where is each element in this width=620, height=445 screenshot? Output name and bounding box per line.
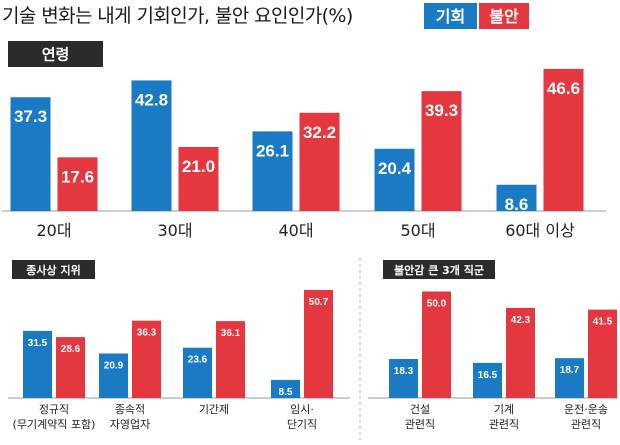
employment-value-label: 50.7 xyxy=(309,297,329,308)
age-value-label: 32.2 xyxy=(303,123,336,142)
job-category-label: 관련직 xyxy=(489,418,519,431)
age-category-label: 30대 xyxy=(157,221,192,240)
employment-category-label: 자영업자 xyxy=(110,418,150,431)
legend-swatch-anxiety xyxy=(479,3,529,29)
age-value-label: 46.6 xyxy=(547,79,580,98)
age-value-label: 17.6 xyxy=(61,167,94,186)
age-bar-anxiety xyxy=(299,112,340,211)
employment-category-label: 임시· xyxy=(290,403,314,416)
legend-label-anxiety: 불안 xyxy=(489,7,519,26)
job-bar-anxiety xyxy=(506,307,535,398)
age-category-label: 50대 xyxy=(400,221,435,240)
age-bar-opportunity xyxy=(496,184,537,211)
job-bar-opportunity xyxy=(555,358,584,398)
employment-category-label: 정규직 xyxy=(39,403,69,416)
job-category-label: 관련직 xyxy=(405,418,435,431)
age-category-label: 20대 xyxy=(36,221,71,240)
age-category-label: 60대 이상 xyxy=(505,221,575,240)
job-category-label: 기계 xyxy=(494,403,514,416)
age-bar-anxiety xyxy=(543,68,584,212)
job-value-label: 50.0 xyxy=(427,299,447,310)
employment-bar-opportunity xyxy=(23,330,52,398)
job-value-label: 42.3 xyxy=(511,315,531,326)
job-value-label: 18.7 xyxy=(560,365,580,376)
job-bar-anxiety xyxy=(422,291,451,398)
age-bar-anxiety xyxy=(421,91,462,211)
employment-value-label: 36.3 xyxy=(137,328,157,339)
employment-value-label: 28.6 xyxy=(61,344,81,355)
age-bar-opportunity xyxy=(10,97,51,211)
job-value-label: 18.3 xyxy=(394,366,414,377)
legend: 기회 불안 xyxy=(424,3,529,29)
age-panel: 37.3 17.6 20대 42.8 21.0 30대 26.1 32.2 40대 20.4 39.… xyxy=(2,68,606,240)
legend-label-opportunity: 기회 xyxy=(436,7,465,26)
section-tag-age xyxy=(8,41,103,67)
age-bar-opportunity xyxy=(252,131,293,211)
age-value-label: 37.3 xyxy=(14,107,47,126)
job-value-label: 16.5 xyxy=(478,370,498,381)
employment-value-label: 31.5 xyxy=(28,338,48,349)
legend-swatch-opportunity xyxy=(424,3,477,29)
section-tag-job xyxy=(383,260,495,279)
age-value-label: 26.1 xyxy=(256,141,289,160)
age-bar-anxiety xyxy=(57,157,98,211)
job-category-label: 건설 xyxy=(410,403,430,416)
age-bar-opportunity xyxy=(374,148,415,211)
employment-bar-anxiety xyxy=(304,290,333,398)
job-category-label: 운전·운송 xyxy=(564,403,608,416)
age-bar-opportunity xyxy=(131,80,172,212)
employment-category-label: 종속적 xyxy=(115,403,145,416)
employment-bar-anxiety xyxy=(132,320,161,398)
employment-bar-opportunity xyxy=(271,379,300,398)
employment-value-label: 8.5 xyxy=(279,387,293,398)
job-bar-opportunity xyxy=(473,362,502,398)
age-value-label: 39.3 xyxy=(425,101,458,120)
employment-bar-opportunity xyxy=(99,353,128,398)
employment-value-label: 36.1 xyxy=(221,328,241,339)
chart-title: 기술 변화는 내게 기회인가, 불안 요인인가(%) xyxy=(2,5,353,27)
section-label-employment: 종사상 지위 xyxy=(26,263,80,277)
employment-value-label: 20.9 xyxy=(104,360,124,371)
employment-bar-opportunity xyxy=(183,347,212,398)
section-tag-employment xyxy=(12,260,95,279)
section-label-job: 불안감 큰 3개 직군 xyxy=(394,263,484,277)
employment-bar-anxiety xyxy=(216,321,245,398)
job-value-label: 41.5 xyxy=(593,317,613,328)
employment-value-label: 23.6 xyxy=(188,355,208,366)
employment-category-label: 기간제 xyxy=(199,403,229,416)
age-value-label: 20.4 xyxy=(378,159,412,178)
job-category-label: 관련직 xyxy=(571,418,601,431)
age-value-label: 42.8 xyxy=(135,90,168,109)
employment-category-label: 단기직 xyxy=(287,418,317,431)
age-value-label: 8.6 xyxy=(505,195,529,214)
employment-category-label: (무기계약직 포함) xyxy=(13,417,96,431)
section-label-age: 연령 xyxy=(42,46,70,64)
employment-bar-anxiety xyxy=(56,337,85,398)
age-value-label: 21.0 xyxy=(182,157,215,176)
age-bar-anxiety xyxy=(178,146,219,211)
job-bar-anxiety xyxy=(588,309,617,398)
age-category-label: 40대 xyxy=(278,221,313,240)
job-bar-opportunity xyxy=(389,359,418,398)
